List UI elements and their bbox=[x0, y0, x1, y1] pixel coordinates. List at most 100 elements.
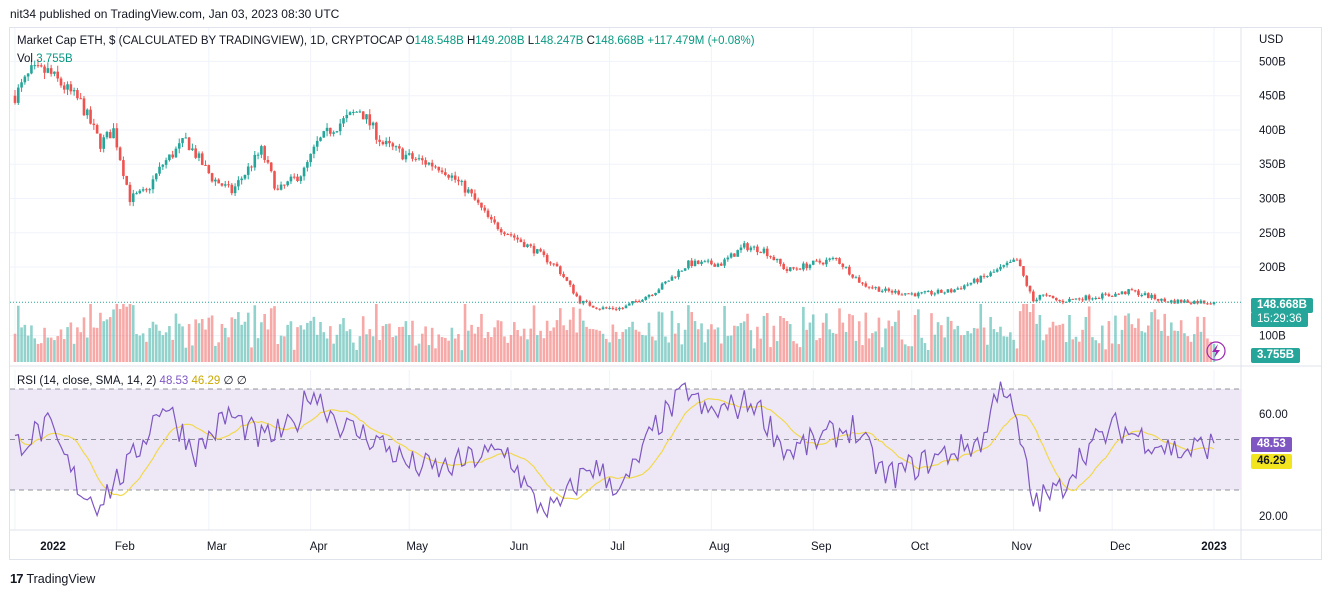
volume-bar bbox=[969, 333, 973, 362]
volume-bar bbox=[1074, 336, 1078, 362]
volume-bar bbox=[1038, 314, 1042, 362]
volume-bar bbox=[1186, 336, 1190, 362]
candle-body bbox=[375, 122, 378, 140]
volume-bar bbox=[841, 322, 845, 362]
volume-bar bbox=[276, 343, 280, 362]
volume-bar bbox=[99, 312, 102, 362]
candle-body bbox=[811, 260, 815, 265]
volume-bar bbox=[417, 343, 421, 362]
volume-bar bbox=[112, 309, 115, 362]
candle-body bbox=[959, 288, 963, 290]
volume-bar bbox=[30, 325, 33, 362]
candle-body bbox=[729, 253, 733, 258]
price-axis-label: 450B bbox=[1259, 91, 1286, 103]
volume-bar bbox=[401, 326, 404, 362]
volume-bar bbox=[762, 315, 766, 362]
candle-body bbox=[608, 307, 611, 309]
close-value: 148.668B bbox=[594, 35, 645, 47]
volume-bar bbox=[1032, 304, 1035, 362]
candle-body bbox=[325, 127, 329, 132]
candle-body bbox=[1150, 294, 1153, 299]
volume-bar bbox=[325, 338, 329, 362]
volume-bar bbox=[1143, 332, 1147, 362]
candle-body bbox=[884, 288, 887, 291]
volume-bar bbox=[499, 321, 503, 362]
candle-body bbox=[513, 235, 516, 238]
price-axis-label: 200B bbox=[1259, 262, 1286, 274]
candle-body bbox=[762, 248, 766, 253]
candle-body bbox=[509, 234, 513, 236]
candle-body bbox=[1071, 298, 1075, 300]
candle-body bbox=[187, 137, 191, 151]
volume-bar bbox=[802, 306, 805, 362]
candle-body bbox=[861, 282, 864, 284]
candle-body bbox=[338, 123, 342, 132]
candle-body bbox=[667, 280, 671, 282]
candle-body bbox=[1045, 294, 1048, 296]
volume-bar bbox=[503, 336, 506, 362]
volume-bar bbox=[769, 347, 772, 362]
candle-body bbox=[493, 219, 496, 223]
volume-bar bbox=[1133, 327, 1137, 362]
volume-bar bbox=[739, 322, 743, 362]
candle-body bbox=[880, 290, 884, 292]
candle-body bbox=[890, 290, 894, 293]
rsi-extra-1: ∅ bbox=[223, 375, 234, 387]
time-axis-label: 2022 bbox=[40, 541, 66, 553]
volume-bar bbox=[618, 339, 621, 362]
candle-body bbox=[710, 260, 713, 265]
volume-bar bbox=[240, 324, 243, 362]
volume-bar bbox=[292, 349, 296, 362]
volume-bar bbox=[1051, 321, 1055, 362]
candle-body bbox=[171, 154, 174, 158]
candle-body bbox=[39, 65, 43, 67]
symbol-legend: Market Cap ETH, $ (CALCULATED BY TRADING… bbox=[17, 35, 755, 47]
candle-body bbox=[733, 253, 736, 257]
volume-bar bbox=[949, 320, 953, 362]
volume-bar bbox=[118, 309, 122, 362]
volume-bar bbox=[989, 316, 992, 362]
candle-body bbox=[115, 128, 119, 148]
volume-bar bbox=[890, 326, 894, 362]
volume-bar bbox=[407, 334, 411, 362]
volume-bar bbox=[480, 313, 483, 362]
candle-body bbox=[174, 148, 178, 158]
volume-bar bbox=[131, 305, 135, 362]
volume-bar bbox=[706, 329, 710, 362]
volume-bar bbox=[1005, 336, 1009, 362]
candle-body bbox=[269, 162, 273, 172]
rsi-sma-value: 46.29 bbox=[191, 375, 221, 387]
candle-body bbox=[352, 111, 355, 113]
candle-body bbox=[197, 153, 201, 158]
candle-body bbox=[243, 174, 247, 179]
volume-bar bbox=[953, 329, 956, 362]
volume-bar bbox=[1120, 329, 1124, 362]
volume-bar bbox=[263, 314, 266, 362]
volume-bar bbox=[398, 326, 401, 362]
volume-bar bbox=[306, 322, 309, 362]
candle-body bbox=[506, 234, 510, 236]
footer-brand[interactable]: 17 TradingView bbox=[10, 571, 95, 586]
candle-body bbox=[1169, 300, 1173, 303]
candle-body bbox=[427, 162, 431, 165]
candle-body bbox=[923, 291, 927, 293]
candle-body bbox=[69, 84, 73, 92]
candle-body bbox=[384, 140, 388, 145]
volume-bar bbox=[1127, 313, 1130, 362]
volume-bar bbox=[1041, 340, 1045, 362]
candle-body bbox=[1199, 300, 1203, 304]
rsi-axis-label: 20.00 bbox=[1259, 511, 1288, 523]
volume-bar bbox=[191, 345, 194, 362]
candle-body bbox=[848, 266, 851, 275]
candle-body bbox=[779, 258, 782, 264]
candle-body bbox=[782, 263, 785, 270]
volume-bar bbox=[338, 324, 342, 362]
candle-body bbox=[194, 148, 197, 158]
candle-body bbox=[214, 179, 217, 182]
volume-bar bbox=[1084, 316, 1088, 362]
volume-bar bbox=[1160, 330, 1163, 362]
volume-bar bbox=[430, 327, 434, 362]
candle-body bbox=[808, 264, 812, 269]
volume-bar bbox=[815, 340, 818, 362]
